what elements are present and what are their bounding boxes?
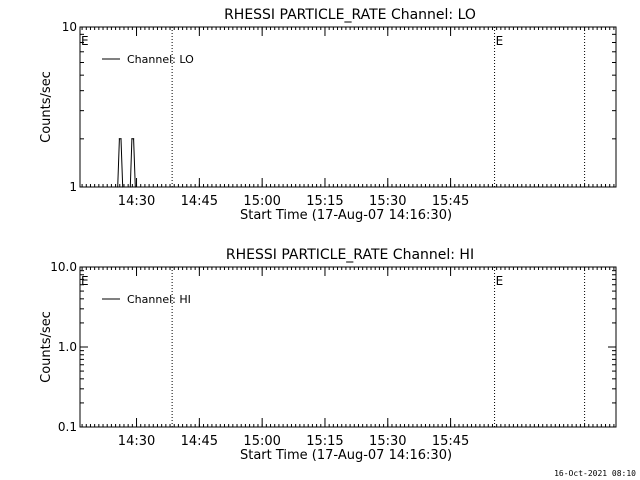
chart-panel-1: RHESSI PARTICLE_RATE Channel: LO 1 10 Count… [39,7,617,223]
y-tick-label: 1.0 [58,340,77,354]
data-point [117,186,119,188]
data-point [133,138,135,140]
data-series-line [117,138,136,188]
data-point [134,186,136,188]
x-tick-label: 15:45 [432,434,469,449]
x-tick-label: 14:45 [181,434,218,449]
y-axis-label: Counts/sec [39,311,54,383]
x-tick-label: 15:00 [243,434,280,449]
chart-panel-2: RHESSI PARTICLE_RATE Channel: HI 0.1 1.0 10… [39,247,617,463]
generation-timestamp: 16-Oct-2021 08:10 [554,469,636,478]
plot-frame [79,266,617,428]
legend-label: Channel: LO [127,53,194,66]
plot-frame [79,26,617,188]
start-event-marker: E [81,34,89,48]
x-tick-label: 15:30 [369,434,406,449]
chart-title: RHESSI PARTICLE_RATE Channel: LO [224,7,476,23]
start-event-marker: E [81,274,89,288]
x-axis-label: Start Time (17-Aug-07 14:16:30) [240,448,452,463]
x-axis-label: Start Time (17-Aug-07 14:16:30) [240,208,452,223]
x-tick-label: 14:30 [118,194,155,209]
event-marker: E [496,34,504,48]
data-point [118,138,120,140]
y-tick-label: 0.1 [58,420,77,434]
y-tick-label: 10.0 [50,260,77,274]
data-point [129,186,131,188]
x-tick-label: 15:30 [369,194,406,209]
x-tick-label: 15:00 [243,194,280,209]
data-point [122,186,124,188]
x-tick-label: 15:45 [432,194,469,209]
x-tick-label: 15:15 [306,434,343,449]
event-marker: E [496,274,504,288]
y-tick-label: 1 [69,180,77,194]
x-tick-label: 15:15 [306,194,343,209]
legend-label: Channel: HI [127,293,191,306]
x-tick-label: 14:30 [118,434,155,449]
y-axis-label: Counts/sec [39,71,54,143]
x-tick-label: 14:45 [181,194,218,209]
data-point [131,138,133,140]
chart-title: RHESSI PARTICLE_RATE Channel: HI [226,247,474,263]
y-tick-label: 10 [62,20,77,34]
data-point [120,138,122,140]
